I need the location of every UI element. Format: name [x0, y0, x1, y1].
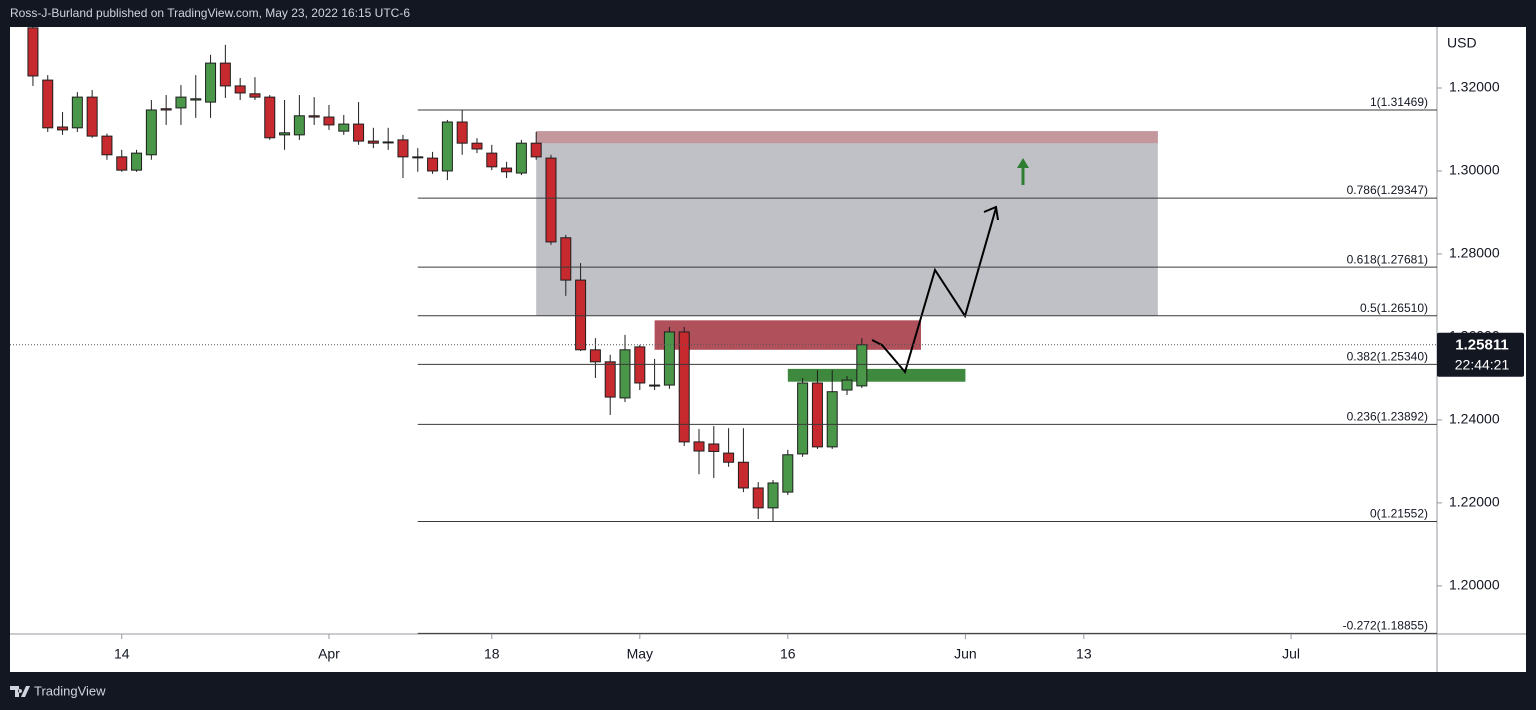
candle-body [293, 115, 305, 136]
candle-body [101, 135, 113, 156]
up-arrow-head [1017, 158, 1029, 168]
candle-body [619, 349, 631, 399]
fib-label: 0.382(1.25340) [1347, 349, 1428, 363]
x-tick-label: 13 [1076, 646, 1092, 662]
brand: TradingView [10, 683, 106, 698]
currency: USD [1447, 35, 1477, 51]
fib-label: 0.786(1.29347) [1347, 183, 1428, 197]
candle-body [575, 279, 587, 351]
candle-body [486, 152, 498, 168]
x-tick-label: 14 [114, 646, 130, 662]
y-tick-label: 1.28000 [1449, 245, 1500, 261]
candle-body [160, 108, 172, 111]
fib-label: 1(1.31469) [1370, 95, 1428, 109]
candle-body [441, 121, 453, 172]
candle-body [471, 142, 483, 150]
candle-body [634, 346, 646, 384]
candle-body [560, 237, 572, 281]
candle-body [752, 487, 764, 509]
candle-body [175, 96, 187, 109]
candle-body [545, 157, 557, 243]
candle-body [397, 139, 409, 158]
candle-body [841, 379, 853, 391]
candle-body [234, 85, 246, 94]
candle-body [323, 116, 335, 126]
last-price-box [1437, 332, 1524, 377]
x-tick-label: 16 [780, 646, 796, 662]
candle-body [856, 344, 868, 387]
candle-body [767, 482, 779, 509]
plot [27, 27, 1158, 522]
candle-body [649, 384, 661, 387]
candle-body [279, 132, 291, 136]
candle-body [145, 109, 157, 156]
drawing [871, 158, 1029, 375]
candle-body [737, 461, 749, 489]
zone [536, 131, 1158, 316]
candle-body [71, 96, 83, 129]
candle-body [427, 157, 439, 172]
candle-body [782, 454, 794, 493]
candle-body [190, 98, 202, 101]
y-tick-label: 1.30000 [1449, 162, 1500, 178]
fib-label: 0.618(1.27681) [1347, 252, 1428, 266]
candle-body [264, 96, 276, 139]
y-tick-label: 1.22000 [1449, 494, 1500, 510]
candle-body [353, 123, 365, 142]
fib-label: -0.272(1.18855) [1343, 619, 1428, 633]
countdown: 22:44:21 [1455, 356, 1510, 372]
zone [536, 131, 1158, 144]
projection-path [871, 207, 997, 375]
candle-body [723, 452, 735, 463]
x-tick-label: Jul [1282, 646, 1300, 662]
candle-body [811, 382, 823, 448]
x-tick-label: Jun [954, 646, 977, 662]
fib-label: 0.5(1.26510) [1360, 301, 1428, 315]
candle-body [797, 382, 809, 455]
last-price-label: 1.25811 [1455, 337, 1508, 354]
candle-body [412, 156, 424, 159]
x-tick-label: Apr [318, 646, 340, 662]
candle-body [456, 121, 468, 144]
candle-body [249, 93, 261, 98]
candle-body [826, 391, 838, 448]
brand-logo [10, 686, 30, 697]
header: Ross-J-Burland published on TradingView.… [10, 6, 410, 20]
candle-body [205, 62, 217, 103]
x-tick-label: May [627, 646, 653, 662]
fib-label: 0.236(1.23892) [1347, 410, 1428, 424]
zone [787, 368, 966, 382]
x-tick-label: 18 [484, 646, 500, 662]
candle-body [219, 62, 231, 87]
candle-body [604, 361, 616, 398]
candle-body [116, 156, 128, 171]
fib-label: 0(1.21552) [1370, 507, 1428, 521]
candle-body [338, 123, 350, 132]
brand-name: TradingView [34, 683, 106, 698]
candle-body [708, 443, 720, 452]
candle-body [589, 349, 601, 363]
candle-body [382, 141, 394, 144]
y-tick-label: 1.24000 [1449, 411, 1500, 427]
candle-body [501, 167, 513, 173]
candle-body [515, 142, 527, 174]
candle-body [367, 140, 379, 144]
candle-body [42, 79, 54, 129]
projection-arrowhead [983, 205, 999, 221]
candle-body [86, 96, 98, 137]
y-tick-label: 1.32000 [1449, 79, 1500, 95]
candle-body [530, 142, 542, 158]
candle-body [57, 126, 69, 131]
candle-body [678, 331, 690, 443]
candle-body [693, 441, 705, 452]
y-tick-label: 1.20000 [1449, 577, 1500, 593]
candle-body [308, 115, 320, 118]
candle-body [663, 331, 675, 386]
candle-body [27, 27, 39, 77]
candle-body [131, 152, 143, 171]
